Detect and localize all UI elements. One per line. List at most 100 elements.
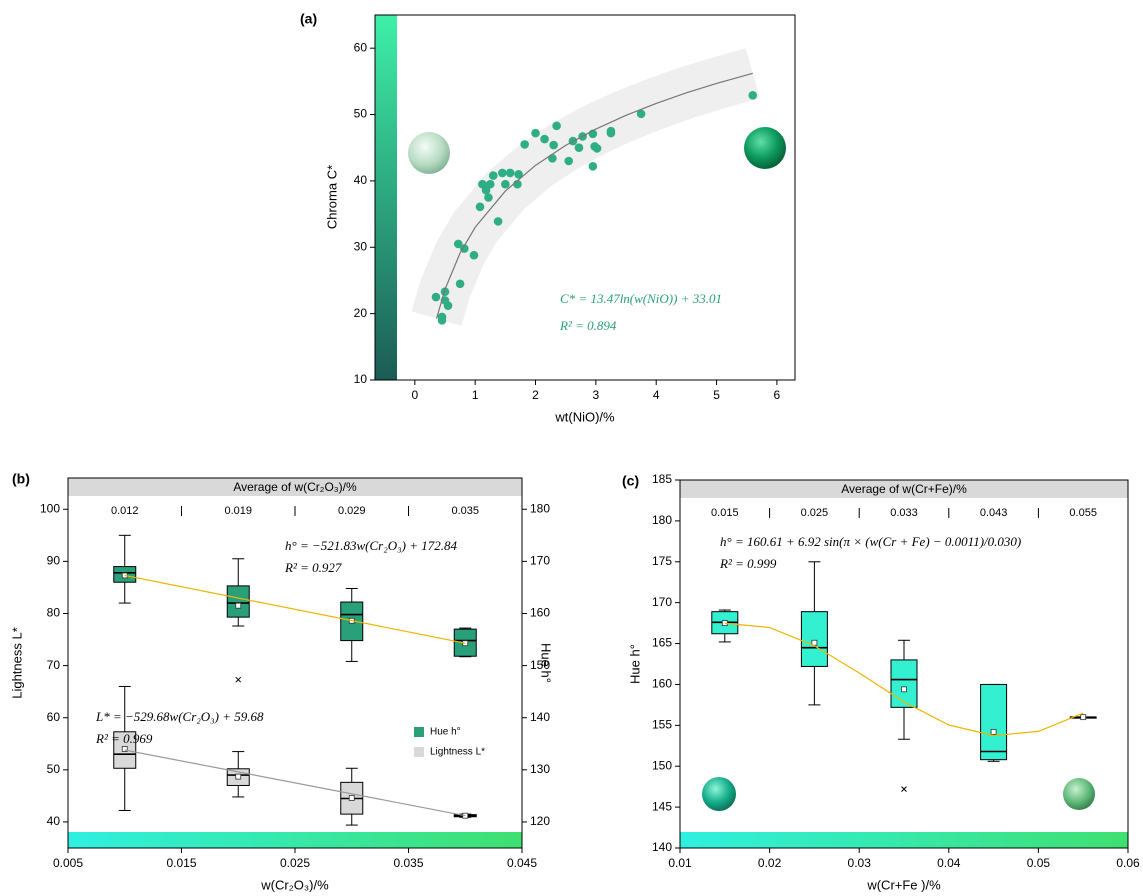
- mint-jade-sample: [1063, 778, 1095, 810]
- top-tick-label: 0.033: [890, 507, 918, 519]
- y-tick-label: 165: [652, 636, 672, 650]
- y-tick-label: 40: [47, 814, 61, 828]
- data-point: [453, 239, 463, 249]
- data-point: [552, 121, 561, 131]
- data-point: [748, 91, 758, 100]
- x-tick-label: 2: [532, 388, 539, 402]
- y2-tick-label: 170: [530, 554, 550, 568]
- y-tick-label: 50: [47, 762, 61, 776]
- equation: R² = 0.969: [95, 731, 153, 746]
- y-tick-label: 20: [354, 306, 368, 320]
- box: [980, 683, 1008, 761]
- data-point: [498, 168, 507, 178]
- confidence-band: [411, 48, 760, 326]
- equation: h° = 160.61 + 6.92 sin(π × (w(Cr + Fe) −…: [720, 534, 1021, 549]
- y-tick-label: 60: [354, 40, 368, 54]
- top-tick-label: 0.043: [980, 507, 1008, 519]
- fit-line: [724, 622, 1084, 737]
- box: [890, 659, 918, 708]
- y2-tick-label: 130: [530, 762, 550, 776]
- y-tick-label: 80: [47, 606, 61, 620]
- y-tick-label: 40: [354, 173, 368, 187]
- equation: h° = −521.83w(Cr₂O₃) + 172.84: [285, 538, 458, 553]
- x-tick-label: 1: [472, 388, 479, 402]
- x-tick-label: 0.01: [668, 856, 692, 870]
- y-tick-label: 160: [652, 677, 672, 691]
- x-axis-title: w(Cr₂O₃)/%: [260, 877, 329, 892]
- data-point: [443, 301, 453, 310]
- top-tick-label: 0.025: [801, 507, 829, 519]
- data-point: [469, 250, 479, 260]
- data-point: [484, 193, 493, 202]
- fit-line: [124, 574, 466, 644]
- data-point: [455, 279, 465, 289]
- y2-tick-label: 140: [530, 710, 550, 724]
- plot-frame: [374, 14, 796, 381]
- y2-tick-label: 180: [530, 501, 550, 515]
- top-axis-title: Average of w(Cr₂O₃)/%: [233, 480, 357, 494]
- y-tick-label: 60: [47, 710, 61, 724]
- top-axis-title: Average of w(Cr+Fe)/%: [841, 482, 967, 496]
- mean-marker: [235, 602, 242, 609]
- box: [800, 611, 828, 667]
- top-tick-label: 0.019: [224, 505, 252, 517]
- mean-marker: [235, 773, 242, 780]
- data-point: [540, 134, 549, 144]
- top-axis-band: [68, 478, 522, 496]
- x-tick-label: 0.035: [393, 856, 423, 870]
- y-tick-label: 90: [47, 554, 61, 568]
- top-tick-label: 0.029: [338, 505, 366, 517]
- y-tick-label: 185: [652, 472, 672, 486]
- y-tick-label: 100: [40, 501, 60, 515]
- y-tick-label: 30: [354, 239, 368, 253]
- pale-jade-sample: [408, 132, 450, 174]
- x-tick-label: 3: [593, 388, 600, 402]
- data-point: [481, 185, 491, 195]
- mean-marker: [348, 795, 355, 801]
- top-tick-label: 0.055: [1069, 507, 1097, 519]
- y-tick-label: 70: [47, 658, 61, 672]
- color-scale-bar: [68, 832, 522, 848]
- legend-swatch: [414, 747, 424, 757]
- data-point: [485, 179, 495, 189]
- x-tick-label: 0.015: [166, 856, 196, 870]
- equation: R² = 0.999: [719, 556, 777, 571]
- equation: L* = −529.68w(Cr₂O₃) + 59.68: [95, 709, 264, 724]
- equation: R² = 0.894: [559, 318, 617, 333]
- y-tick-label: 155: [652, 718, 672, 732]
- panel-label: (b): [12, 471, 30, 487]
- data-point: [437, 315, 447, 325]
- y2-tick-label: 150: [530, 658, 550, 672]
- y-tick-label: 50: [354, 107, 368, 121]
- x-tick-label: 0.025: [280, 856, 310, 870]
- fit-line: [124, 749, 466, 817]
- data-point: [475, 202, 485, 212]
- data-point: [564, 156, 574, 166]
- y-axis-title: Chroma C*: [324, 165, 339, 229]
- y2-tick-label: 120: [530, 814, 550, 828]
- x-tick-label: 0.02: [758, 856, 782, 870]
- data-point: [592, 144, 602, 153]
- x-tick-label: 5: [713, 388, 720, 402]
- y-tick-label: 170: [652, 595, 672, 609]
- color-scale-bar: [375, 15, 397, 380]
- x-axis-title: w(Cr+Fe )/%: [866, 877, 941, 892]
- top-tick-label: 0.015: [711, 507, 739, 519]
- x-tick-label: 0.005: [53, 856, 83, 870]
- panel-label: (c): [622, 473, 639, 489]
- fit-line: [435, 72, 753, 319]
- plot-frame: [67, 477, 523, 849]
- deep-jade-sample: [744, 127, 786, 169]
- y-tick-label: 10: [354, 372, 368, 386]
- data-point: [460, 244, 469, 253]
- legend-label: Lightness L*: [430, 747, 485, 758]
- mean-marker: [121, 746, 128, 752]
- x-tick-label: 0.045: [507, 856, 537, 870]
- y2-tick-label: 160: [530, 606, 550, 620]
- data-point: [574, 143, 584, 153]
- y2-axis-title: Hue h°: [539, 643, 554, 683]
- outlier: [235, 676, 242, 683]
- data-point: [548, 154, 557, 163]
- x-tick-label: 0: [411, 388, 418, 402]
